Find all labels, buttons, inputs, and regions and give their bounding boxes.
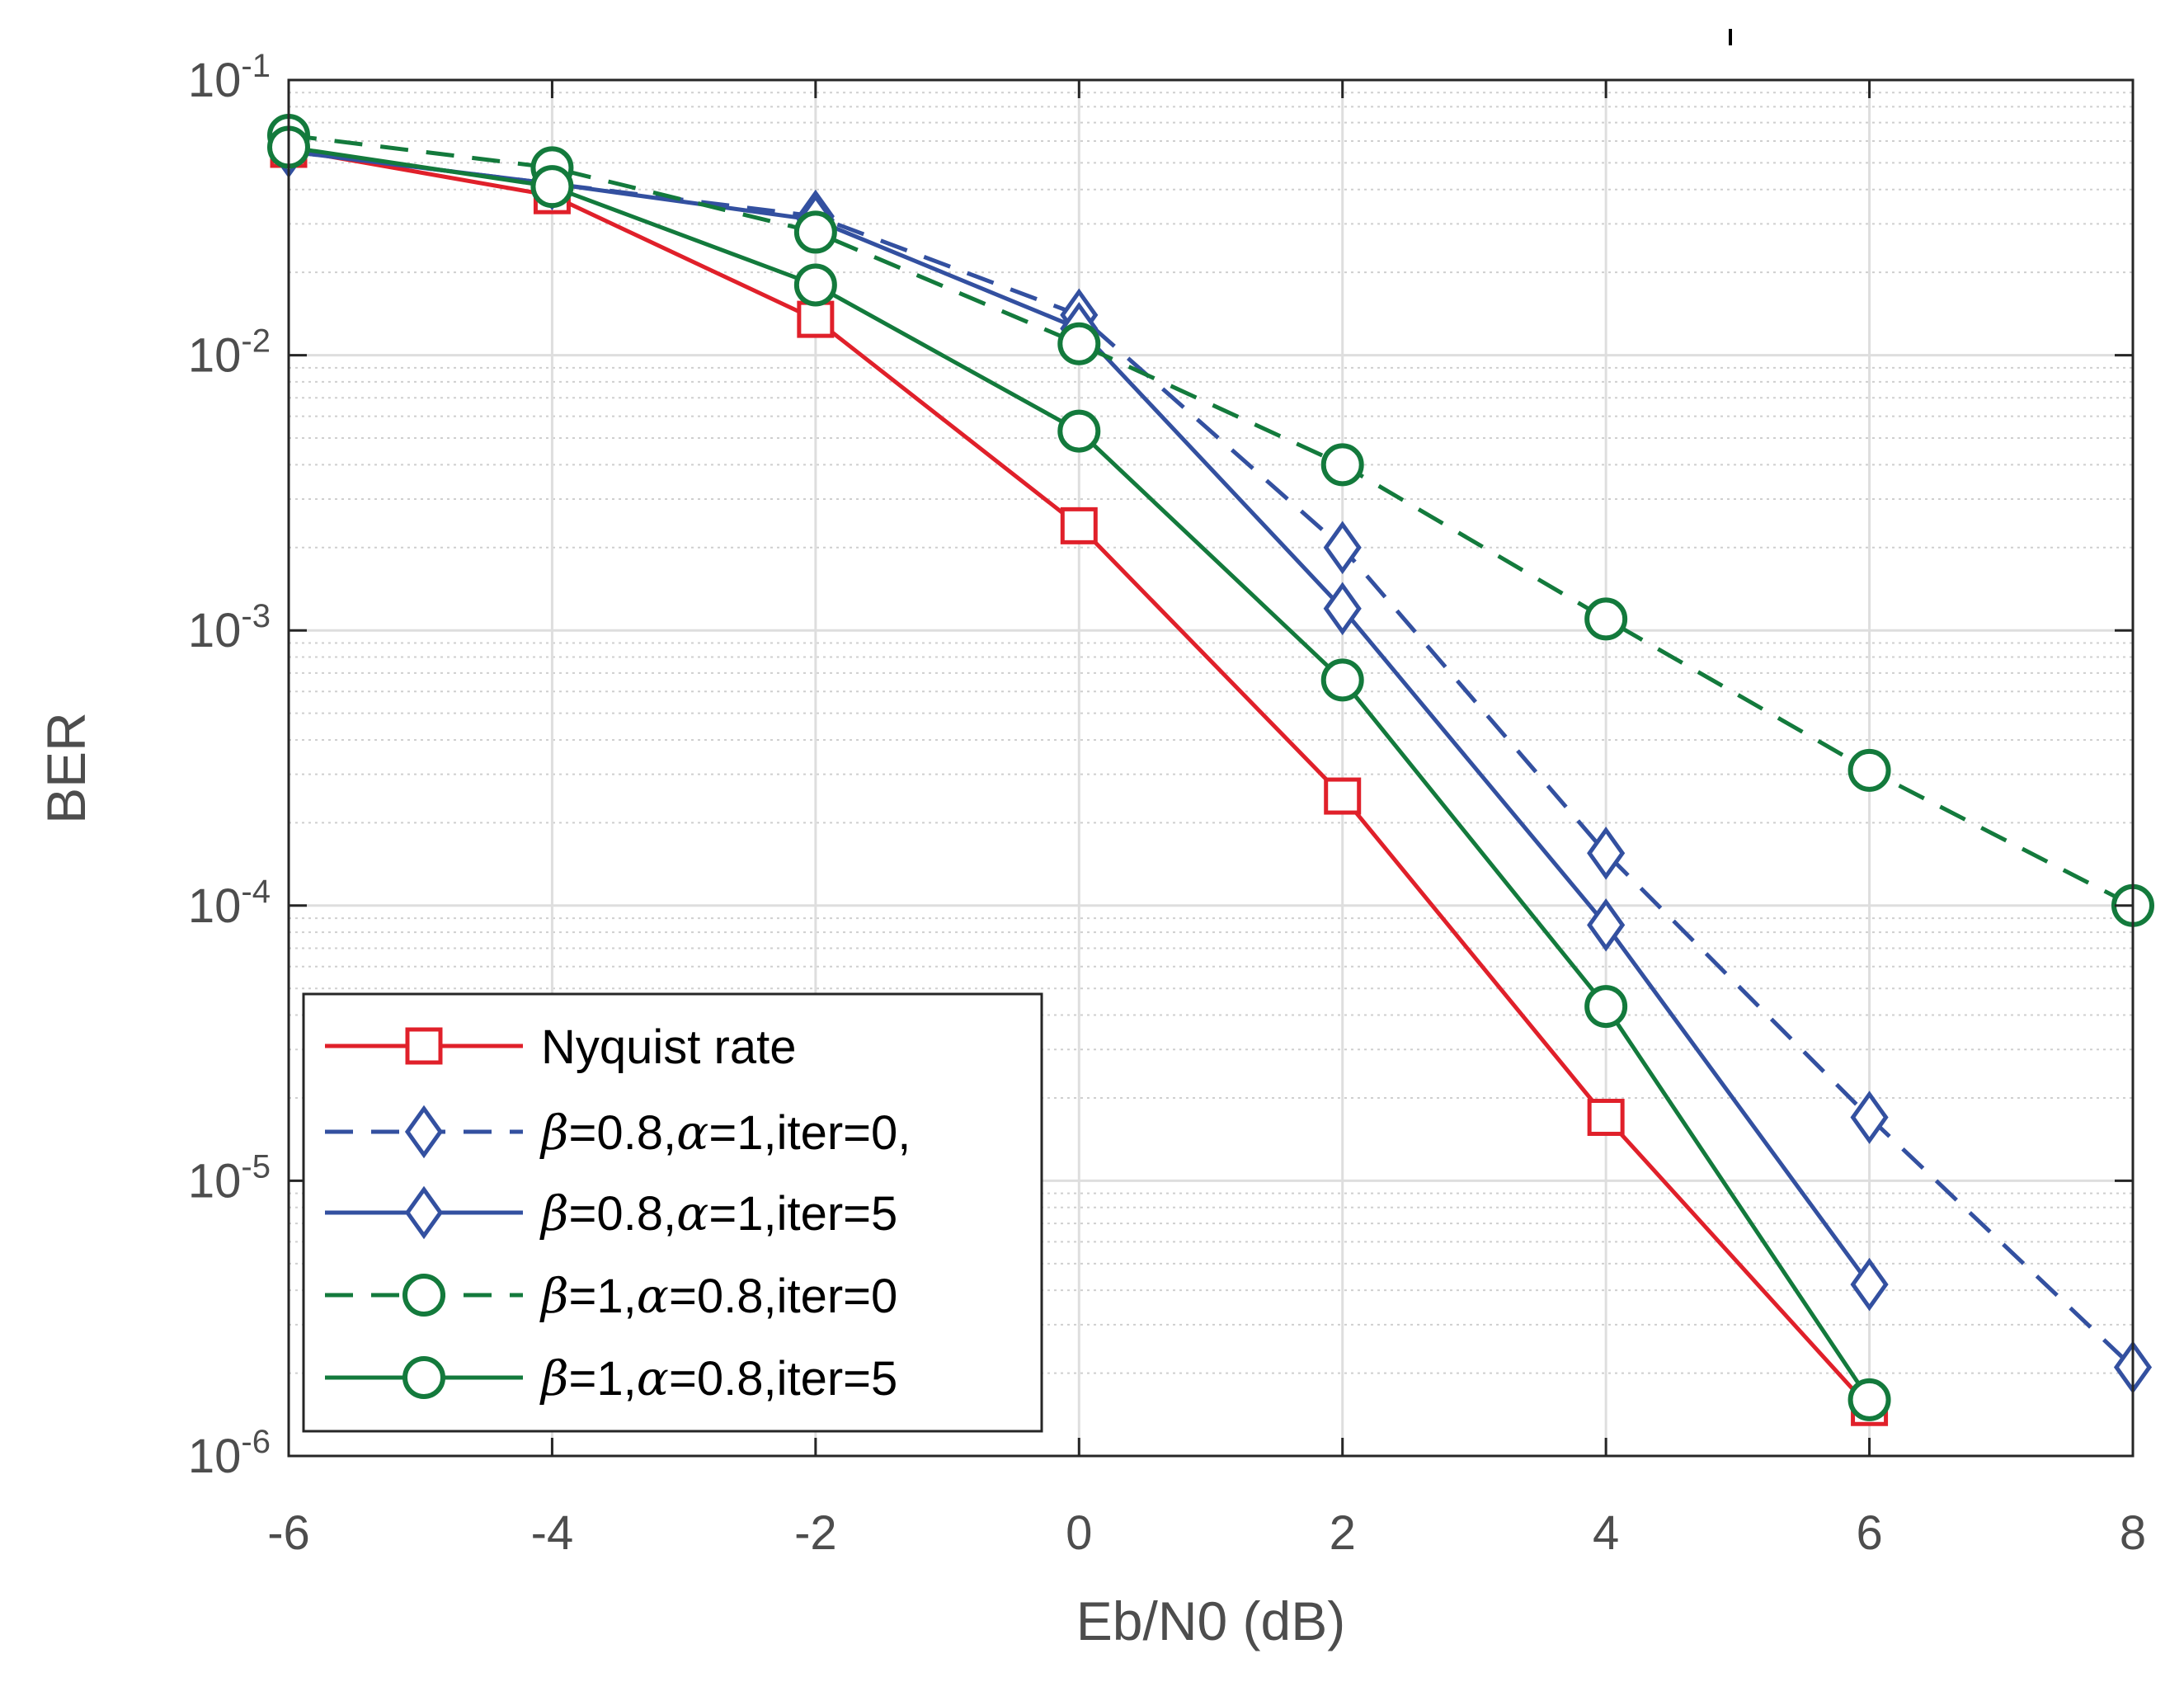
legend-marker (402, 1274, 445, 1317)
data-point (1323, 582, 1362, 636)
legend-entry: β=0.8,α=1,iter=5 (325, 1185, 897, 1241)
tick-labels: -6 -4 -2 0 2 4 6 8 10-1 10-2 10-3 10-4 10-5 10-6 (188, 48, 2146, 1560)
legend-label: β=0.8,α=1,iter=0, (539, 1105, 911, 1161)
legend-label: β=1,α=0.8,iter=5 (539, 1350, 897, 1406)
legend-entry: β=1,α=0.8,iter=0 (325, 1268, 897, 1324)
y-axis-label: BER (35, 712, 96, 824)
data-point (1060, 506, 1098, 544)
data-point (530, 165, 574, 209)
data-point (793, 263, 837, 307)
legend-marker (404, 1185, 444, 1240)
x-tick-label: 2 (1330, 1506, 1356, 1560)
data-point (1587, 827, 1626, 880)
data-point (1057, 409, 1101, 453)
series-line (288, 133, 2135, 908)
y-tick-label: 10-4 (188, 874, 271, 933)
data-point (1057, 322, 1101, 365)
data-point (1587, 898, 1626, 952)
x-tick-label: -6 (267, 1506, 310, 1560)
legend-marker (404, 1105, 444, 1159)
x-tick-label: -2 (794, 1506, 837, 1560)
data-point (793, 210, 837, 254)
legend-marker (405, 1027, 443, 1065)
legend-label: β=0.8,α=1,iter=5 (539, 1185, 897, 1241)
legend-label: β=1,α=0.8,iter=0 (539, 1268, 897, 1324)
x-axis-label: Eb/N0 (dB) (1076, 1590, 1345, 1651)
legend-entry: β=1,α=0.8,iter=5 (325, 1350, 897, 1406)
data-point (1323, 521, 1362, 575)
legend-label: Nyquist rate (541, 1020, 796, 1074)
legend-entry: β=0.8,α=1,iter=0, (325, 1105, 911, 1161)
data-point (1587, 1099, 1625, 1137)
legend: Nyquist rate β=0.8,α=1,iter=0, β=0.8,α=1,i… (302, 992, 1043, 1433)
data-point (1847, 748, 1891, 792)
data-point (1584, 985, 1628, 1029)
x-tick-label: 4 (1593, 1506, 1619, 1560)
series-line (288, 149, 2135, 1369)
data-point (1584, 597, 1628, 641)
data-point (1324, 777, 1362, 815)
data-point (797, 300, 835, 338)
y-tick-label: 10-6 (188, 1424, 271, 1483)
x-tick-label: 6 (1856, 1506, 1882, 1560)
legend-marker (402, 1356, 445, 1399)
legend-entry: Nyquist rate (325, 1020, 796, 1074)
axes-box (287, 78, 2135, 1458)
data-point (1850, 1257, 1889, 1312)
x-tick-label: -4 (531, 1506, 574, 1560)
series-5 (267, 125, 1891, 1421)
ticks (287, 78, 2135, 1458)
data-point (1320, 658, 1364, 702)
x-tick-label: 0 (1066, 1506, 1092, 1560)
y-tick-label: 10-1 (188, 48, 271, 107)
series-layer (267, 113, 2154, 1426)
y-tick-label: 10-2 (188, 323, 271, 383)
y-tick-label: 10-5 (188, 1148, 271, 1208)
data-point (1847, 1378, 1891, 1421)
y-tick-label: 10-3 (188, 598, 271, 657)
data-point (1320, 443, 1364, 487)
data-point (1850, 1091, 1889, 1144)
x-tick-label: 8 (2120, 1506, 2146, 1560)
